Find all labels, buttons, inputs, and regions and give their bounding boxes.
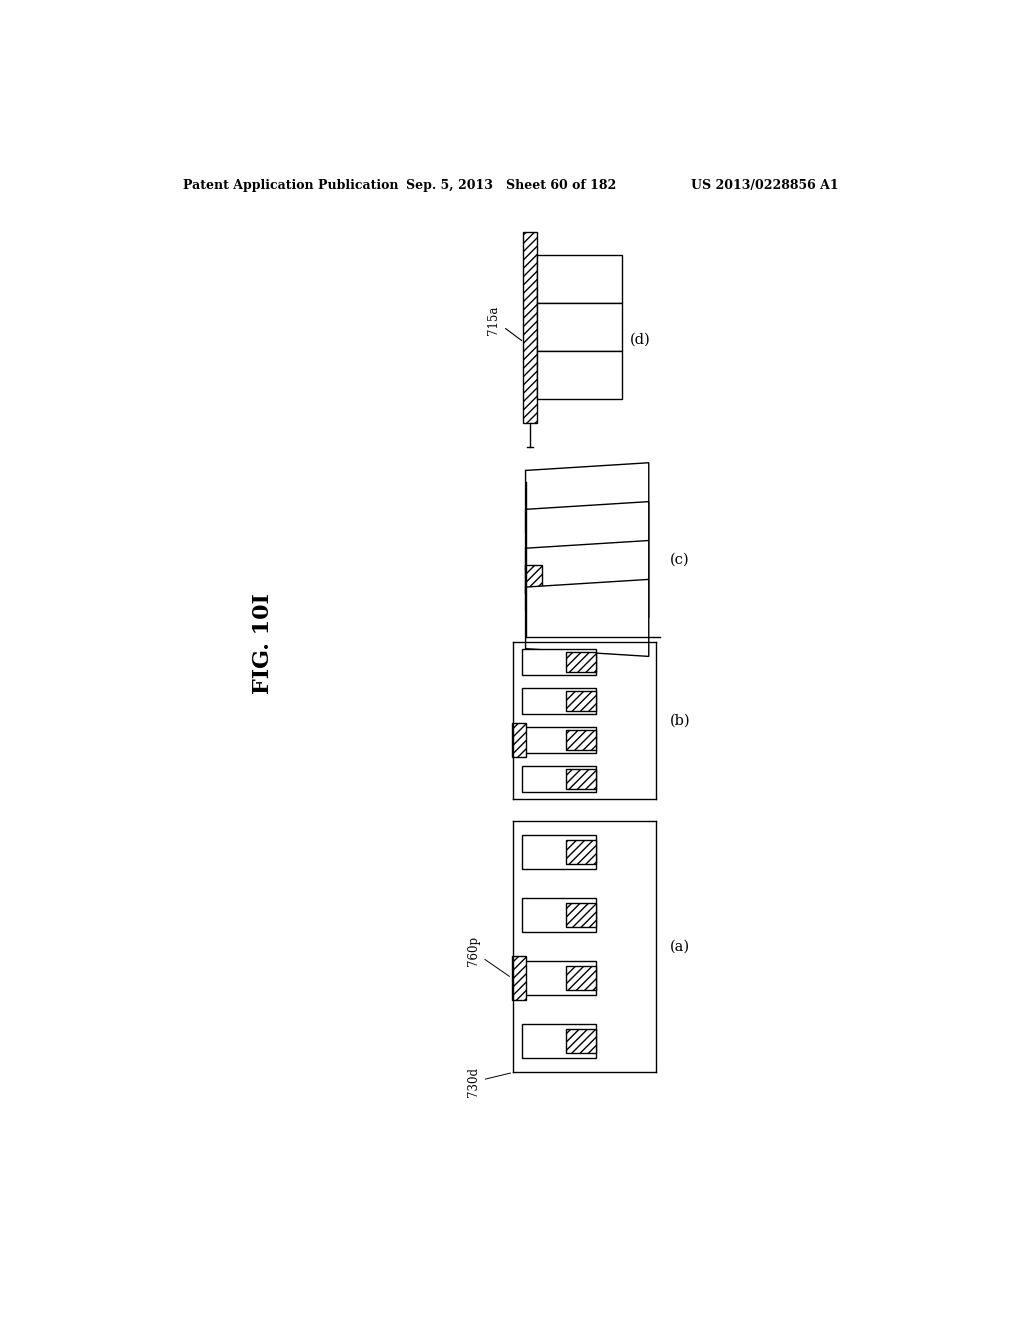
Text: 760p: 760p (467, 936, 509, 977)
Text: 715a: 715a (487, 305, 522, 341)
Text: Patent Application Publication: Patent Application Publication (183, 180, 398, 193)
Bar (524, 565, 542, 593)
Bar (566, 690, 596, 711)
Text: 730d: 730d (467, 1067, 511, 1097)
Bar (522, 1024, 596, 1057)
Bar (522, 836, 596, 869)
Polygon shape (525, 540, 649, 618)
Bar (522, 898, 596, 932)
Polygon shape (525, 463, 649, 540)
Polygon shape (525, 502, 649, 578)
Bar (522, 648, 596, 675)
Bar (522, 727, 596, 754)
Text: Sep. 5, 2013   Sheet 60 of 182: Sep. 5, 2013 Sheet 60 of 182 (407, 180, 616, 193)
Bar (522, 767, 596, 792)
Bar (566, 966, 596, 990)
Bar (512, 957, 525, 999)
Bar (538, 351, 622, 399)
Bar (566, 840, 596, 865)
Polygon shape (525, 579, 649, 656)
Bar (566, 730, 596, 750)
Text: (b): (b) (670, 714, 690, 727)
Text: US 2013/0228856 A1: US 2013/0228856 A1 (691, 180, 839, 193)
Bar (538, 304, 622, 351)
Bar (522, 688, 596, 714)
Bar (538, 256, 622, 304)
Bar (523, 231, 538, 422)
Bar (566, 903, 596, 928)
Text: FIG. 10I: FIG. 10I (252, 593, 274, 694)
Bar (512, 723, 525, 758)
Text: (c): (c) (670, 553, 689, 566)
Bar (566, 652, 596, 672)
Text: (a): (a) (670, 940, 690, 953)
Text: (d): (d) (630, 333, 650, 346)
Bar (566, 770, 596, 789)
Bar (566, 1028, 596, 1053)
Bar (522, 961, 596, 995)
